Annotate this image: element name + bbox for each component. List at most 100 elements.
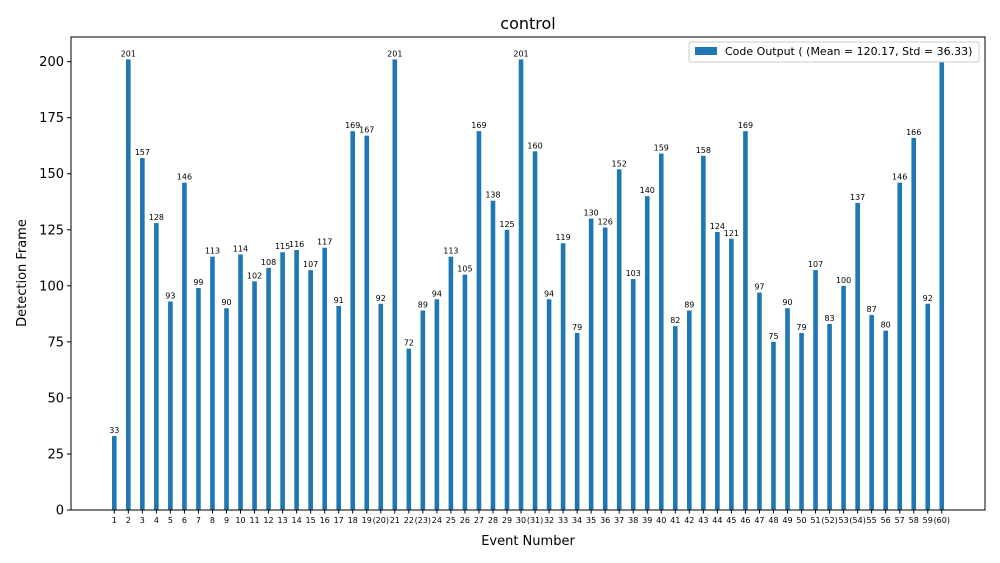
x-tick-label: 42 — [684, 516, 694, 525]
bar — [252, 281, 257, 510]
y-tick-label: 100 — [39, 279, 64, 294]
bar — [196, 288, 201, 510]
x-tick-label: 59 — [923, 516, 933, 525]
x-tick-label: 22 — [404, 516, 414, 525]
bar — [771, 341, 776, 510]
bar — [743, 131, 748, 510]
bar — [154, 223, 159, 510]
x-tick-label: 8 — [210, 516, 215, 525]
bar — [364, 135, 370, 510]
bar — [701, 155, 706, 510]
bar-value-label: 138 — [485, 191, 500, 200]
x-tick-label: 51 — [810, 516, 820, 525]
x-tick-label: 19 — [362, 516, 372, 525]
x-tick-label: 39 — [642, 516, 652, 525]
bar-value-label: 146 — [177, 173, 192, 182]
bar — [406, 348, 412, 510]
y-tick-label: 50 — [47, 391, 64, 406]
bar-value-label: 152 — [612, 159, 627, 168]
bar — [939, 59, 945, 511]
y-tick-label: 175 — [39, 111, 64, 126]
x-tick-label: 30 — [516, 516, 526, 525]
y-tick-label: 200 — [39, 55, 64, 70]
bar — [560, 243, 566, 510]
bar-value-label: 146 — [892, 173, 907, 182]
bar — [462, 274, 468, 510]
bar — [883, 330, 888, 510]
bar — [266, 267, 271, 510]
bar-value-label: 79 — [572, 323, 582, 332]
bar-value-label: 124 — [710, 222, 725, 231]
bar-value-label: 201 — [121, 49, 136, 58]
x-tick-label: (31) — [527, 516, 543, 525]
bar — [729, 238, 734, 511]
x-tick-label: 33 — [558, 516, 568, 525]
x-tick-label: 3 — [140, 516, 145, 525]
bar-value-label: 201 — [513, 49, 528, 58]
x-tick-label: 6 — [182, 516, 187, 525]
bar — [658, 153, 664, 510]
x-tick-label: 41 — [670, 516, 680, 525]
bar — [392, 59, 398, 511]
bar-value-label: 128 — [149, 213, 164, 222]
bar-value-label: 125 — [499, 220, 514, 229]
x-tick-label: 44 — [712, 516, 722, 525]
x-tick-label: 55 — [867, 516, 877, 525]
x-tick-label: 16 — [320, 516, 330, 525]
bar-value-label: 93 — [165, 292, 175, 301]
bar-value-label: 117 — [317, 238, 332, 247]
x-tick-label: 34 — [572, 516, 582, 525]
x-tick-label: 9 — [224, 516, 229, 525]
bar — [897, 182, 902, 510]
x-tick-label: 17 — [334, 516, 344, 525]
bar — [182, 182, 187, 510]
bar — [126, 59, 131, 511]
x-tick-label: 57 — [895, 516, 905, 525]
bar — [140, 158, 145, 511]
x-tick-label: 56 — [881, 516, 891, 525]
bar-value-label: 105 — [457, 265, 472, 274]
x-tick-label: 53 — [839, 516, 849, 525]
x-tick-label: 24 — [432, 516, 442, 525]
bar-value-label: 169 — [471, 121, 486, 130]
x-tick-label: (52) — [821, 516, 837, 525]
bar-value-label: 201 — [387, 49, 402, 58]
bar — [476, 131, 482, 510]
bar-value-label: 33 — [109, 426, 119, 435]
x-tick-label: 48 — [768, 516, 778, 525]
x-axis-label: Event Number — [481, 534, 575, 549]
bar — [687, 310, 692, 510]
bar — [294, 249, 299, 510]
bar — [799, 332, 804, 510]
x-tick-label: 45 — [726, 516, 736, 525]
bar — [378, 303, 384, 510]
bar — [715, 232, 720, 510]
bar — [546, 299, 552, 510]
bar-value-label: 158 — [696, 146, 711, 155]
x-tick-label: 38 — [628, 516, 638, 525]
bar-value-label: 159 — [654, 144, 669, 153]
bar — [448, 256, 454, 510]
x-tick-label: 32 — [544, 516, 554, 525]
x-tick-label: (23) — [415, 516, 431, 525]
legend-box — [688, 41, 980, 63]
bar-value-label: 89 — [418, 300, 428, 309]
x-tick-label: 27 — [474, 516, 484, 525]
bar-value-label: 115 — [275, 242, 290, 251]
y-tick-label: 0 — [56, 504, 64, 519]
bar-value-label: 167 — [359, 126, 374, 135]
x-tick-label: 58 — [909, 516, 919, 525]
bar — [925, 303, 931, 510]
bar-value-label: 89 — [684, 300, 694, 309]
x-tick-label: (54) — [849, 516, 865, 525]
bar-value-label: 107 — [303, 260, 318, 269]
bar — [630, 279, 636, 510]
bar-value-label: 169 — [345, 121, 360, 130]
bar — [869, 314, 874, 510]
bar — [813, 270, 818, 510]
y-tick-label: 150 — [39, 167, 64, 182]
x-tick-label: 14 — [292, 516, 302, 525]
bar-value-label: 121 — [724, 229, 739, 238]
bar — [280, 252, 285, 510]
